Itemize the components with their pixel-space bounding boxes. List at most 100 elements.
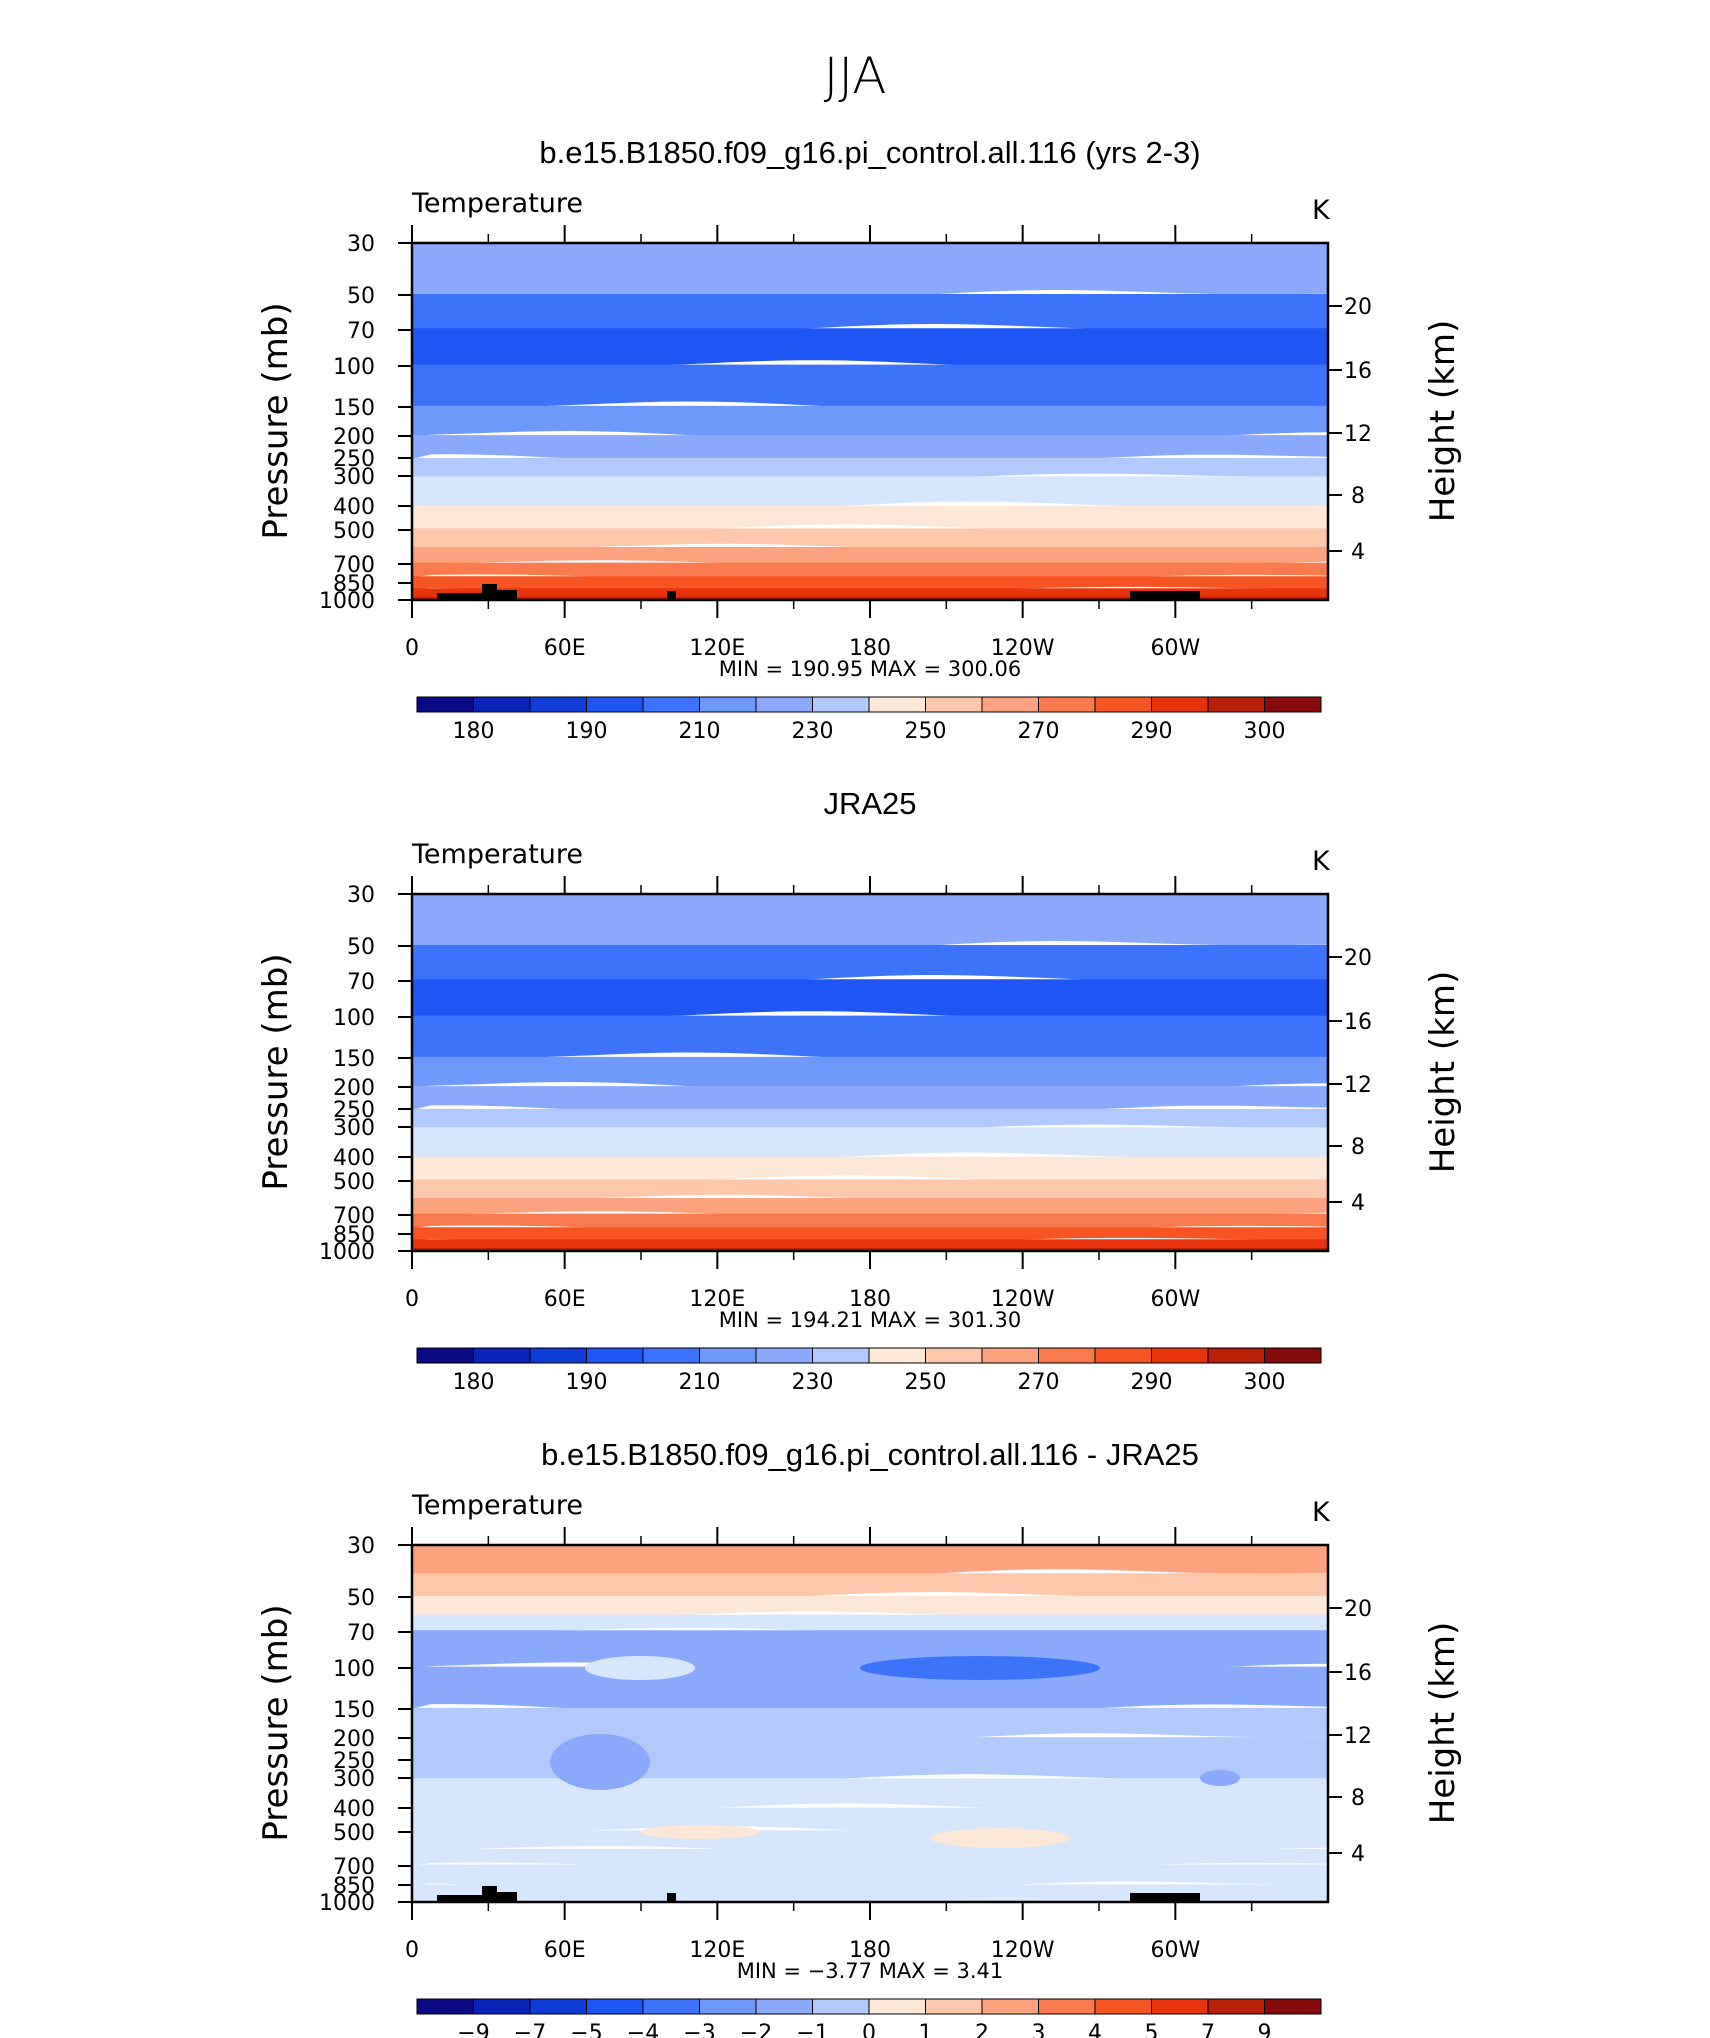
colorbar-box	[1151, 1998, 1209, 2015]
colorbar-box	[473, 696, 531, 713]
contour-band-7	[412, 1707, 1328, 1743]
colorbar-box	[812, 1347, 870, 1364]
contour-feature-1	[860, 1656, 1100, 1680]
colorbar: −9 −7 −5 −4 −3 −2 −1 0 1 2 3 4 5 7 9	[416, 1998, 1322, 2038]
colorbar-box	[586, 1347, 644, 1364]
colorbar-box	[981, 1347, 1039, 1364]
y-tick-label: 300	[333, 1767, 375, 1792]
colorbar-box	[925, 1347, 983, 1364]
colorbar-box	[1094, 1998, 1152, 2015]
colorbar-label: 300	[1244, 719, 1286, 744]
y-right-tick-label: 12	[1344, 422, 1372, 447]
colorbar-box	[586, 696, 644, 713]
colorbar-box	[699, 696, 757, 713]
contour-band-10	[412, 528, 1328, 552]
y-tick-label: 400	[333, 1146, 375, 1171]
topography	[437, 584, 1200, 600]
y-tick-label: 200	[333, 1076, 375, 1101]
panel-title: b.e15.B1850.f09_g16.pi_control.all.116 (…	[539, 135, 1200, 170]
y-tick-label: 30	[347, 232, 375, 257]
colorbar: 180 190 210 230 250 270 290 300	[416, 1347, 1322, 1395]
contour-band-2	[412, 1573, 1328, 1602]
contour-band-4	[412, 364, 1328, 412]
y-tick-label: 500	[333, 1821, 375, 1846]
colorbar-label: 3	[1032, 2021, 1046, 2038]
colorbar-label: 290	[1131, 1370, 1173, 1395]
y-right-tick-label: 12	[1344, 1724, 1372, 1749]
colorbar-label: 2	[975, 2021, 989, 2038]
contour-band-10	[412, 1807, 1328, 1837]
contour-band-3	[412, 328, 1328, 371]
contour-band-13	[412, 1864, 1328, 1889]
colorbar-label: 9	[1258, 2021, 1272, 2038]
y-tick-label: 1000	[319, 1240, 375, 1265]
colorbar-box	[1264, 1998, 1322, 2015]
y-tick-label: 1000	[319, 589, 375, 614]
colorbar-box	[473, 1998, 531, 2015]
x-tick-label: 60E	[544, 636, 586, 661]
x-tick-label: 120E	[689, 1938, 745, 1963]
y-right-tick-label: 20	[1344, 946, 1372, 971]
minmax-label: MIN = 194.21 MAX = 301.30	[719, 1308, 1021, 1332]
colorbar-box	[755, 1347, 813, 1364]
y-tick-label: 400	[333, 1797, 375, 1822]
y-right-tick-label: 20	[1344, 295, 1372, 320]
variable-label: Temperature	[411, 1490, 583, 1521]
y-right-tick-label: 16	[1344, 1010, 1372, 1035]
colorbar-label: 7	[1201, 2021, 1215, 2038]
y-tick-label: 200	[333, 425, 375, 450]
colorbar-label: 250	[905, 1370, 947, 1395]
colorbar-label: 180	[453, 719, 495, 744]
contour-band-13	[412, 1227, 1328, 1243]
x-tick-label: 120W	[991, 636, 1055, 661]
contour-band-4	[412, 1614, 1328, 1635]
contour-band-11	[412, 1197, 1328, 1218]
y-right-tick-label: 16	[1344, 1661, 1372, 1686]
colorbar-box	[1094, 1347, 1152, 1364]
colorbar-label: −7	[514, 2021, 546, 2038]
x-tick-label: 120E	[689, 636, 745, 661]
colorbar-label: 190	[566, 719, 608, 744]
colorbar-box	[1151, 696, 1209, 713]
colorbar-box	[529, 1998, 587, 2015]
y-tick-label: 500	[333, 519, 375, 544]
colorbar-label: 0	[862, 2021, 876, 2038]
colorbar-box	[1207, 696, 1265, 713]
x-tick-label: 180	[849, 636, 891, 661]
chart-panel-2: JRA25 Temperature K 0 60E 120E 180 120W 60W 30 50 7…	[256, 786, 1463, 1395]
y-tick-label: 500	[333, 1170, 375, 1195]
x-tick-label: 60W	[1150, 636, 1200, 661]
y-tick-label: 30	[347, 1534, 375, 1559]
colorbar-box	[416, 1998, 474, 2015]
colorbar-box	[1264, 1347, 1322, 1364]
y-tick-label: 850	[333, 1223, 375, 1248]
colorbar: 180 190 210 230 250 270 290 300	[416, 696, 1322, 744]
x-tick-label: 180	[849, 1287, 891, 1312]
colorbar-box	[699, 1998, 757, 2015]
y-tick-label: 70	[347, 1621, 375, 1646]
contour-band-10	[412, 1179, 1328, 1203]
contour-band-13	[412, 576, 1328, 592]
contour-band-1	[412, 894, 1328, 951]
contour-band-6	[412, 435, 1328, 463]
colorbar-label: −4	[627, 2021, 659, 2038]
panel-title: b.e15.B1850.f09_g16.pi_control.all.116 -…	[541, 1437, 1199, 1472]
contour-band-9	[412, 1156, 1328, 1185]
contour-feature-6	[1200, 1770, 1240, 1786]
colorbar-box	[416, 696, 474, 713]
contour-band-11	[412, 546, 1328, 567]
y-tick-label: 150	[333, 1047, 375, 1072]
y-tick-label: 300	[333, 1116, 375, 1141]
y-tick-label: 250	[333, 1098, 375, 1123]
colorbar-label: 290	[1131, 719, 1173, 744]
x-tick-label: 120W	[991, 1938, 1055, 1963]
colorbar-box	[1038, 1347, 1096, 1364]
x-tick-label: 120E	[689, 1287, 745, 1312]
contour-band-12	[412, 1213, 1328, 1231]
colorbar-label: 300	[1244, 1370, 1286, 1395]
contour-band-12	[412, 1848, 1328, 1869]
y-tick-label: 850	[333, 572, 375, 597]
colorbar-label: −2	[740, 2021, 772, 2038]
contour-band-1	[412, 243, 1328, 300]
